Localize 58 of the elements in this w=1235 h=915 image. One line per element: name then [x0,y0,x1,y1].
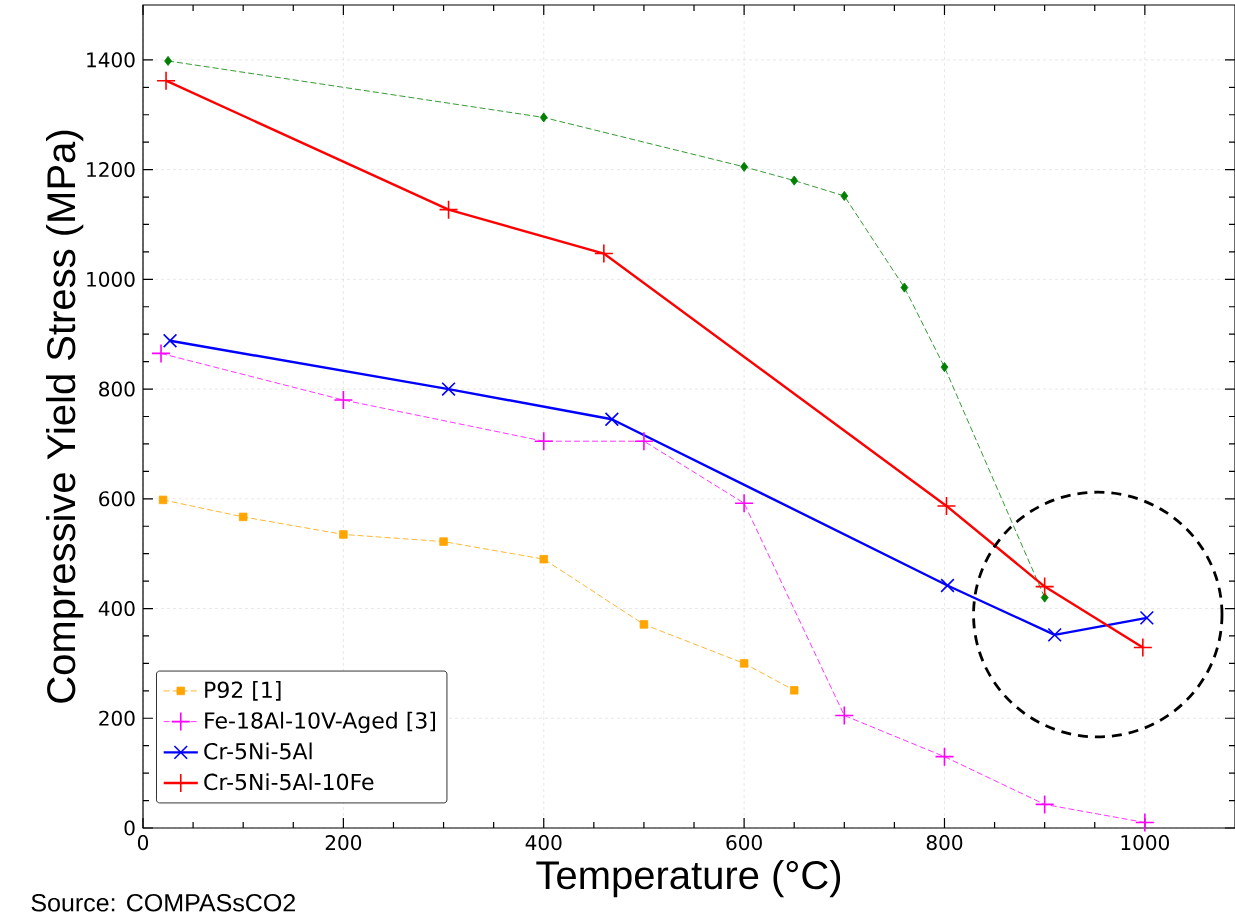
point [1034,794,1055,815]
point [162,333,178,348]
x-tick-label: 800 [926,835,963,851]
point [1034,576,1055,597]
point [441,381,456,397]
y-tick-label: 1200 [87,162,135,178]
legend-label: P92 [1] [205,681,281,701]
point [164,55,172,66]
point [834,705,855,726]
legend-label: Fe-18Al-10V-Aged [3] [205,711,435,734]
x-axis-title: Temperature (°C) [536,859,841,898]
point [439,537,448,546]
y-axis-title: Compressive Yield Stress (MPa) [46,130,84,703]
point [900,282,909,293]
x-tick-label: 400 [525,835,562,851]
point [940,362,949,373]
x-tick-label: 600 [726,835,762,851]
point [634,431,654,451]
point [539,554,548,564]
point [438,199,459,220]
y-tick-label: 200 [99,710,135,726]
point [1139,610,1155,626]
point [940,578,955,593]
point [156,70,176,91]
legend-label: Cr-5Ni-5Al-10Fe [204,773,374,791]
point [936,496,957,516]
point [604,412,620,427]
point [238,512,248,522]
point [740,161,748,172]
y-tick-label: 1000 [87,271,135,287]
point [639,620,649,629]
y-tick-label: 800 [99,381,135,397]
point [1135,812,1155,833]
y-tick-label: 1400 [87,52,135,68]
point [840,190,849,201]
x-tick-label: 200 [325,835,362,851]
point [533,431,554,451]
point [333,390,354,410]
point [1133,637,1153,658]
point [539,112,548,123]
x-tick-label: 0 [137,835,149,851]
point [1040,592,1049,603]
y-tick-label: 0 [124,820,135,836]
point [158,495,168,505]
y-tick-label: 400 [98,600,135,617]
point [734,493,754,513]
point [594,243,614,264]
point [1047,627,1062,643]
y-tick-label: 600 [99,491,135,507]
point [790,686,799,695]
x-tick-label: 1000 [1121,835,1169,851]
point [151,343,171,364]
legend-label: Cr-5Ni-5Al [204,742,312,760]
point [934,746,955,767]
point [790,175,799,186]
point [339,530,348,539]
point [739,659,749,668]
source-note: Source: COMPASsCO2 [31,893,295,912]
